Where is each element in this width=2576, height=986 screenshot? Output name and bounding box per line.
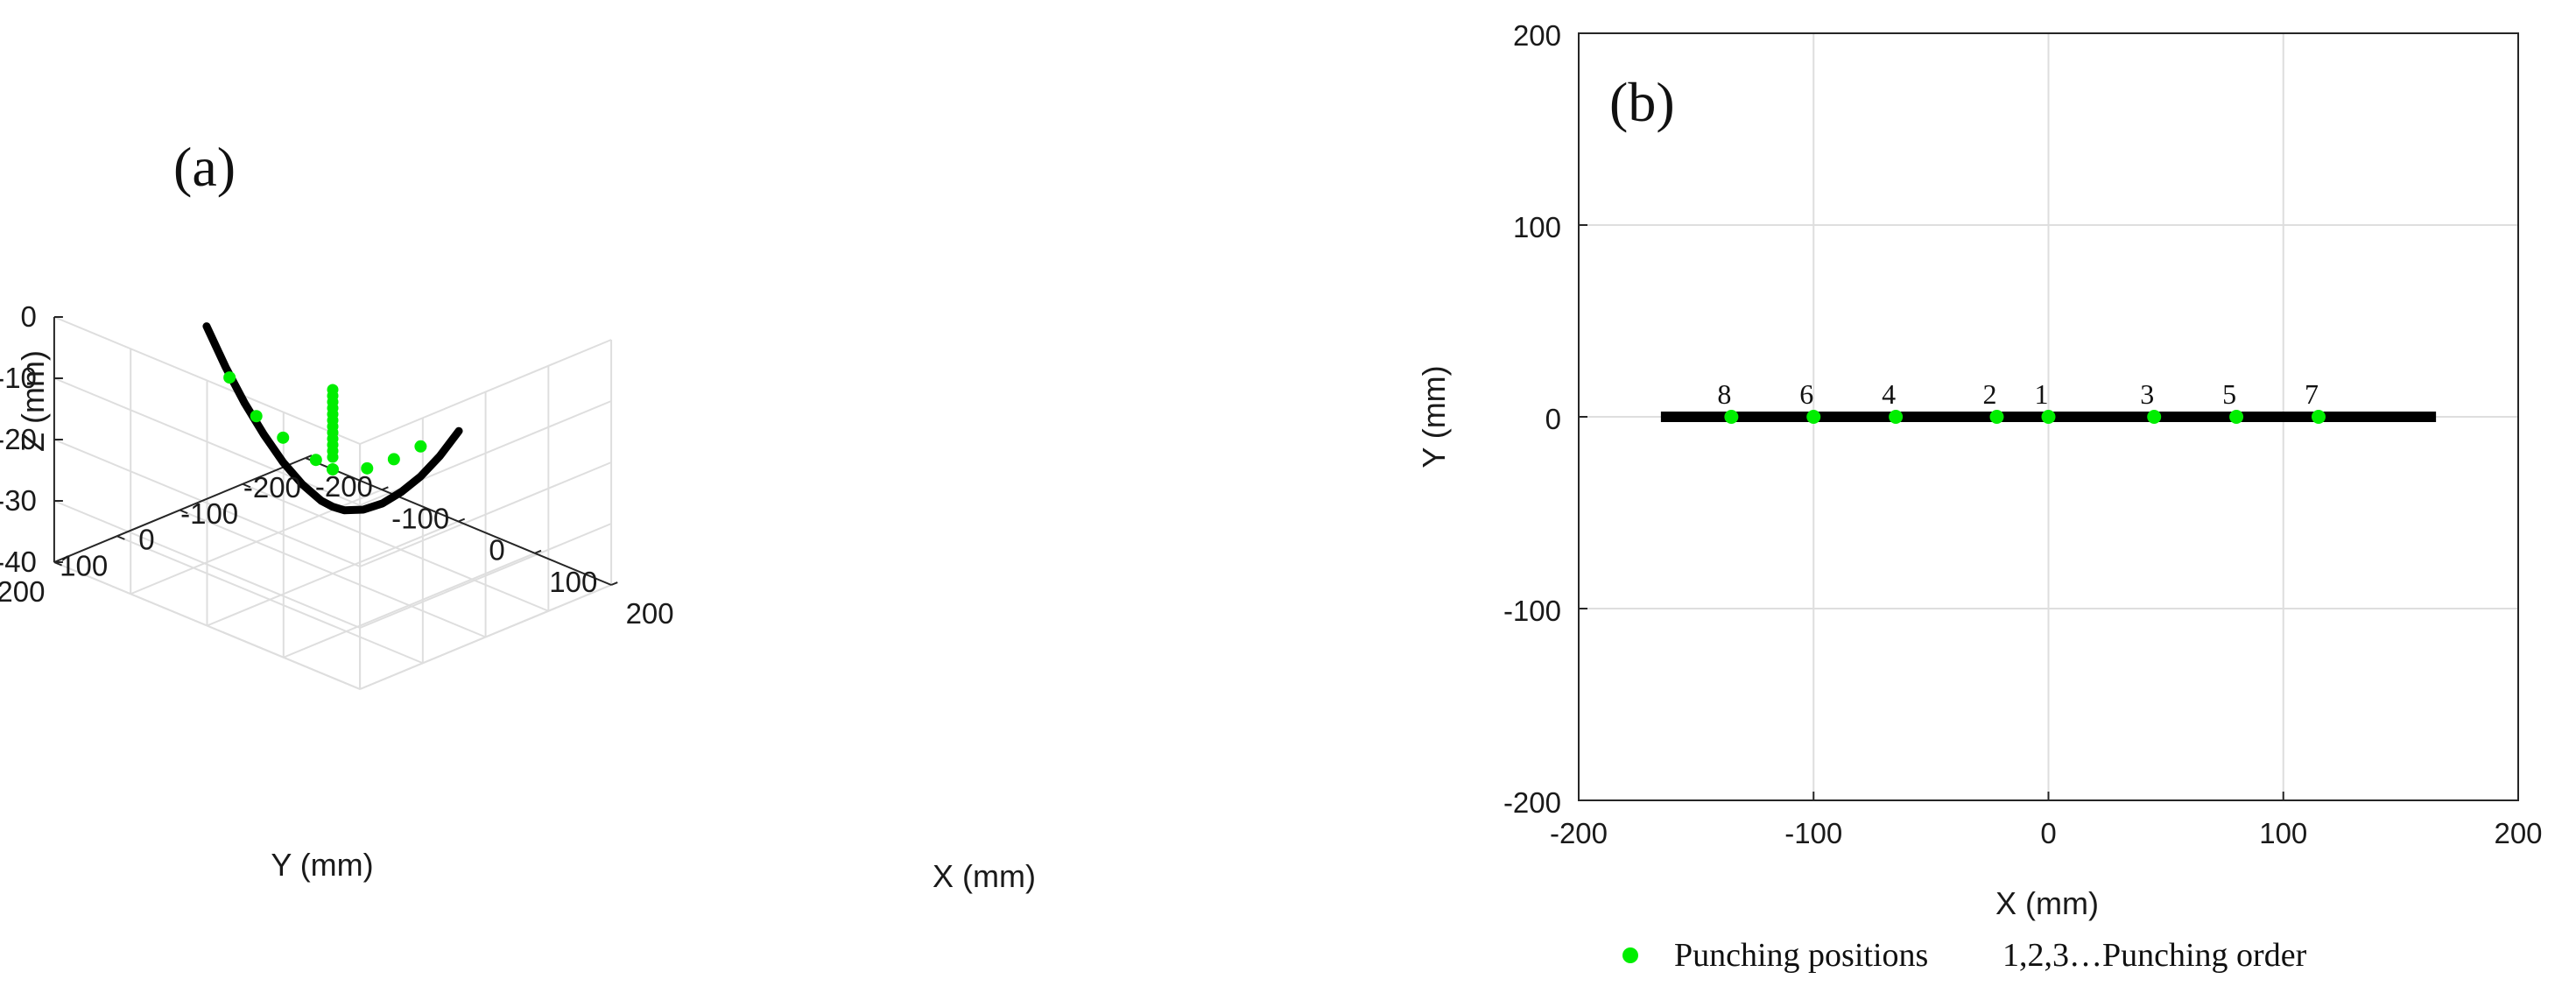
punching-order-label: 1 (2035, 378, 2049, 410)
grid-line (359, 523, 612, 629)
punching-point (387, 453, 400, 466)
legend: Punching positions 1,2,3…Punching order (1622, 937, 2307, 974)
x-tick-label: 200 (2494, 817, 2542, 849)
z-tick-label: -40 (0, 546, 37, 578)
punching-point (250, 410, 263, 423)
y-tick (242, 482, 251, 489)
panel-a-y-axis-label: Y (mm) (271, 847, 373, 883)
panel-b-tick-labels: -200-200 -100 -100 0 0 100 100 200 200 (1503, 19, 2543, 849)
punching-order-label: 4 (1882, 378, 1896, 410)
z-tick-label: -10 (0, 362, 37, 394)
y-tick-label: -200 (1503, 786, 1561, 819)
punching-order-label: 2 (1982, 378, 1996, 410)
y-tick-label: 0 (138, 524, 154, 556)
panel-b-label: (b) (1609, 71, 1675, 133)
panel-a-3d-plot: -40-30-20-100-200-1000100200-200-1000100… (0, 136, 1036, 894)
punching-point (1806, 410, 1821, 424)
y-tick-label: -200 (243, 471, 301, 504)
x-tick-label: 0 (2040, 817, 2056, 849)
x-tick-label: 100 (2259, 817, 2307, 849)
x-tick (534, 549, 542, 554)
y-tick (179, 509, 188, 515)
punching-point (327, 463, 339, 475)
punching-point (223, 371, 236, 384)
x-tick (458, 518, 466, 523)
x-tick-label: 0 (489, 534, 504, 567)
y-tick-label: 100 (1513, 211, 1561, 243)
grid-line (242, 482, 549, 612)
x-tick-label: -200 (315, 470, 373, 503)
y-tick (53, 561, 63, 567)
panel-a-z-axis-label: Z (mm) (15, 350, 51, 452)
grid-line (53, 561, 361, 690)
punching-point (277, 431, 290, 444)
panel-b-x-axis-label: X (mm) (1995, 885, 2099, 921)
x-tick-label: -200 (1550, 817, 1608, 849)
x-tick-label: 100 (549, 566, 597, 598)
punching-point (2229, 410, 2244, 424)
grid-line (53, 377, 361, 506)
punching-order-label: 7 (2305, 378, 2319, 410)
grid-line (53, 439, 361, 567)
y-tick-label: 200 (0, 575, 45, 608)
grid-line (116, 535, 424, 665)
panel-a-tick-labels: -40-30-20-100-200-1000100200-200-1000100… (0, 300, 674, 630)
panel-b-axes-box (1578, 32, 2519, 801)
panel-a-label: (a) (173, 136, 236, 198)
punch-column-point (327, 384, 339, 396)
punching-point (1989, 410, 2004, 424)
y-tick-label: 200 (1513, 19, 1561, 52)
x-tick (381, 486, 389, 491)
legend-label-punching-order: 1,2,3…Punching order (2002, 937, 2307, 974)
x-tick-label: -100 (1784, 817, 1842, 849)
x-tick (610, 581, 618, 586)
grid-line (53, 500, 361, 629)
grid-line (359, 339, 612, 445)
y-tick-label: -100 (180, 497, 238, 530)
punching-point (414, 440, 427, 453)
punching-point (2147, 410, 2162, 424)
y-tick-label: 100 (60, 549, 108, 581)
grid-line (359, 584, 612, 690)
z-tick-label: -30 (0, 484, 37, 517)
punching-order-label: 6 (1799, 378, 1813, 410)
punching-point (361, 461, 374, 475)
z-tick-label: 0 (21, 300, 37, 333)
punching-point (1724, 410, 1739, 424)
y-tick-label: 0 (1545, 403, 1561, 435)
panel-a-marks (202, 322, 463, 515)
x-tick-label: 200 (626, 597, 674, 630)
punching-point (2041, 410, 2056, 424)
x-tick-label: -100 (391, 502, 449, 534)
punching-point (2311, 410, 2326, 424)
panel-b-marks: 1 2 3 4 5 6 7 8 (1660, 378, 2437, 424)
punching-order-label: 8 (1717, 378, 1731, 410)
z-tick-label: -20 (0, 423, 37, 455)
grid-line (179, 509, 486, 638)
grid-line (53, 316, 361, 445)
x-tick (305, 454, 313, 459)
panel-a-x-axis-label: X (mm) (933, 858, 1036, 894)
legend-marker-punching-positions (1622, 947, 1638, 963)
punching-order-label: 3 (2140, 378, 2154, 410)
y-tick (116, 535, 125, 540)
punching-order-label: 5 (2222, 378, 2236, 410)
y-tick-label: -100 (1503, 595, 1561, 627)
panel-b-y-axis-label: Y (mm) (1416, 365, 1452, 468)
grid-line (359, 461, 612, 567)
legend-label-punching-positions: Punching positions (1674, 937, 1928, 974)
punching-point (309, 454, 322, 467)
punching-point (1889, 410, 1904, 424)
